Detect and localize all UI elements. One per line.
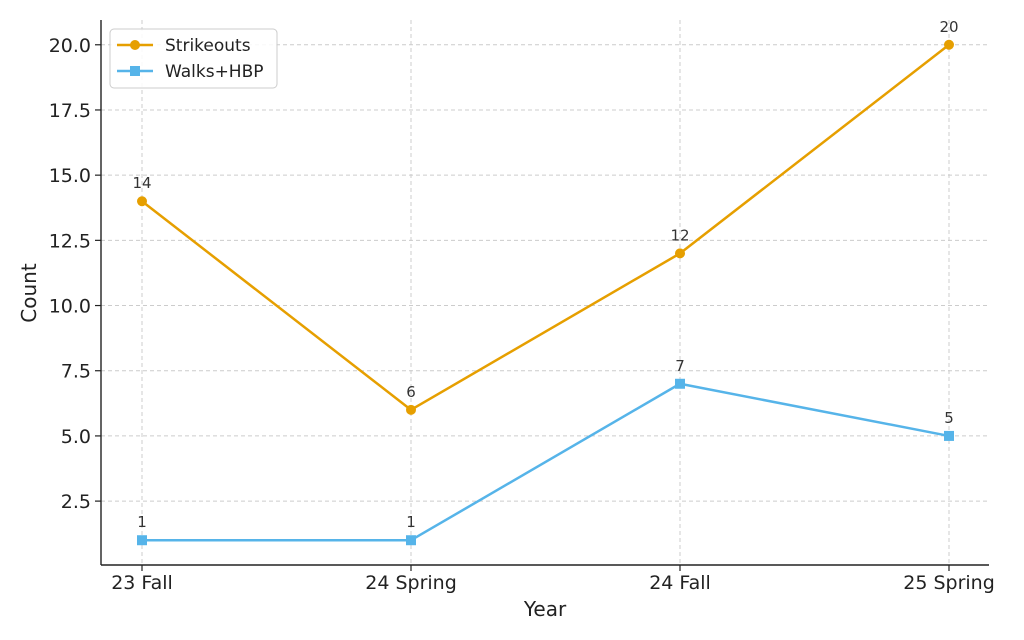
- y-tick-label: 10.0: [49, 296, 91, 318]
- series-group: [137, 39, 954, 546]
- legend-label-walks-hbp: Walks+HBP: [165, 62, 264, 82]
- data-point-strikeouts: [944, 39, 954, 50]
- series-line-walks-hbp: [142, 382, 950, 542]
- data-labels: 14 6 12 20 1 1 7 5: [132, 18, 958, 531]
- data-label-strikeouts: 20: [939, 18, 958, 36]
- data-point-walks-hbp: [944, 430, 954, 441]
- y-tick-label: 20.0: [49, 35, 91, 57]
- legend-marker-walks-hbp: [130, 66, 140, 76]
- series-line-strikeouts: [141, 43, 950, 412]
- data-label-strikeouts: 12: [670, 226, 689, 244]
- data-label-walks-hbp: 5: [944, 409, 954, 427]
- y-tick-label: 7.5: [61, 361, 91, 383]
- data-point-strikeouts: [137, 196, 147, 207]
- data-point-walks-hbp: [137, 535, 147, 546]
- x-tick-label: 24 Fall: [649, 572, 711, 594]
- y-tick-label: 5.0: [61, 426, 91, 448]
- x-axis-title: Year: [523, 597, 567, 621]
- y-tick-label: 17.5: [49, 100, 91, 122]
- data-label-walks-hbp: 1: [406, 513, 416, 531]
- x-tick-label: 25 Spring: [903, 572, 995, 594]
- x-tick-label: 23 Fall: [111, 572, 173, 594]
- grid-lines: [101, 20, 989, 565]
- y-axis-title: Count: [17, 263, 41, 323]
- data-point-strikeouts: [675, 248, 685, 259]
- y-tick-label: 12.5: [49, 230, 91, 252]
- data-label-strikeouts: 14: [132, 174, 151, 192]
- data-point-walks-hbp: [406, 535, 416, 546]
- data-label-strikeouts: 6: [406, 383, 416, 401]
- axes: [100, 20, 989, 566]
- y-tick-label: 15.0: [49, 165, 91, 187]
- y-axis-ticks: 2.5 5.0 7.5 10.0 12.5 15.0 17.5 20.0: [49, 35, 101, 513]
- legend-label-strikeouts: Strikeouts: [165, 36, 251, 56]
- x-tick-label: 24 Spring: [365, 572, 457, 594]
- data-label-walks-hbp: 1: [137, 513, 147, 531]
- data-label-walks-hbp: 7: [675, 357, 685, 375]
- legend: Strikeouts Walks+HBP: [109, 28, 278, 89]
- legend-marker-strikeouts: [130, 40, 140, 50]
- data-point-strikeouts: [406, 404, 416, 415]
- data-point-walks-hbp: [675, 378, 685, 389]
- y-tick-label: 2.5: [61, 491, 91, 513]
- x-axis-ticks: 23 Fall 24 Spring 24 Fall 25 Spring: [111, 565, 995, 594]
